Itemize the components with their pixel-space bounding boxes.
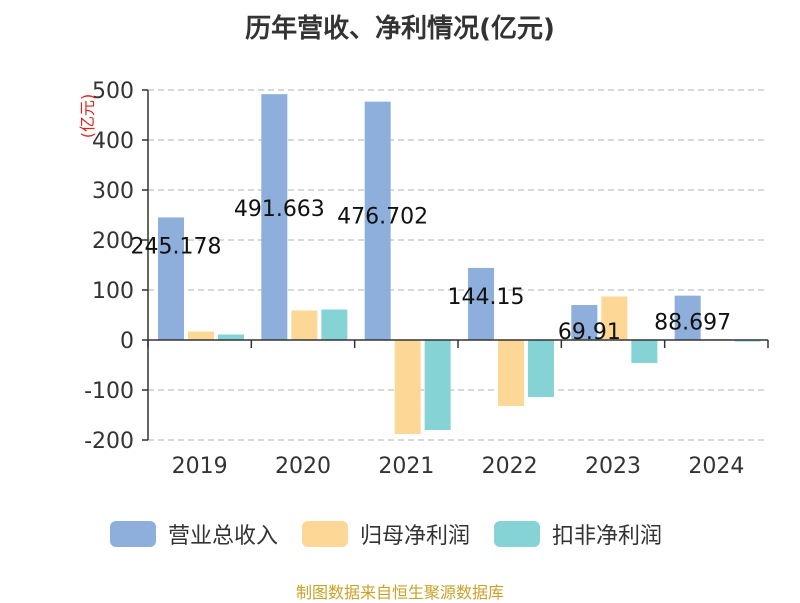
bar-deducted-profit-2022 — [528, 340, 554, 397]
data-label-revenue-2020: 491.663 — [234, 197, 325, 222]
x-tick-label: 2022 — [482, 454, 538, 479]
bar-net-profit-2022 — [498, 340, 524, 406]
bar-deducted-profit-2023 — [631, 340, 658, 363]
y-tick-label: -100 — [84, 379, 134, 404]
y-tick-label: 500 — [92, 79, 134, 104]
x-tick-label: 2021 — [378, 454, 434, 479]
y-tick-label: 0 — [120, 329, 134, 354]
bar-revenue-2021 — [364, 101, 391, 340]
legend-swatch-deducted-profit — [494, 521, 541, 547]
gridlines — [148, 89, 768, 441]
bar-revenue-2022 — [468, 267, 494, 340]
data-label-revenue-2023: 69.91 — [558, 320, 621, 345]
x-tick-label: 2020 — [275, 454, 331, 479]
bar-revenue-2024 — [674, 295, 701, 340]
legend-label-deducted-profit: 扣非净利润 — [552, 524, 663, 549]
bar-revenue-2020 — [261, 94, 288, 340]
y-axis-unit-label: (亿元) — [78, 94, 97, 139]
bar-deducted-profit-2019 — [218, 334, 244, 340]
bar-net-profit-2023 — [601, 296, 628, 340]
legend-swatch-net-profit — [302, 521, 349, 547]
x-tick-label: 2019 — [172, 454, 228, 479]
y-tick-label: 100 — [92, 279, 134, 304]
source-note: 制图数据来自恒生聚源数据库 — [295, 583, 504, 602]
bar-revenue-2023 — [571, 305, 598, 340]
legend-item-deducted-profit[interactable]: 扣非净利润 — [494, 518, 662, 550]
bar-revenue-2019 — [158, 217, 184, 340]
legend-item-revenue[interactable]: 营业总收入 — [110, 518, 278, 550]
legend-item-net-profit[interactable]: 归母净利润 — [302, 518, 470, 550]
data-labels: 245.178 491.663 476.702 144.15 69.91 88.697 — [131, 197, 732, 345]
y-tick-label: 300 — [92, 179, 134, 204]
x-tick-label: 2024 — [688, 454, 744, 479]
bar-net-profit-2021 — [394, 340, 421, 434]
bar-deducted-profit-2021 — [424, 340, 451, 430]
legend: 营业总收入 归母净利润 扣非净利润 — [110, 516, 686, 552]
legend-label-revenue: 营业总收入 — [168, 524, 279, 549]
chart-title: 历年营收、净利情况(亿元) — [245, 14, 555, 44]
data-label-revenue-2019: 245.178 — [131, 234, 222, 259]
bar-deducted-profit-2020 — [321, 309, 348, 340]
data-label-revenue-2021: 476.702 — [337, 205, 428, 230]
y-tick-label: -200 — [84, 429, 134, 454]
legend-label-net-profit: 归母净利润 — [360, 524, 471, 549]
data-label-revenue-2022: 144.15 — [448, 285, 525, 310]
y-tick-label: 200 — [92, 229, 134, 254]
y-tick-label: 400 — [92, 129, 134, 154]
legend-swatch-revenue — [110, 521, 156, 547]
bar-net-profit-2019 — [188, 331, 214, 340]
x-tick-label: 2023 — [585, 454, 641, 479]
bar-net-profit-2020 — [291, 310, 318, 340]
bars — [158, 94, 761, 434]
axes: 500 400 300 200 100 0 -100 -200 (亿元) 2019 2020 2021… — [78, 79, 769, 479]
data-label-revenue-2024: 88.697 — [654, 311, 731, 336]
